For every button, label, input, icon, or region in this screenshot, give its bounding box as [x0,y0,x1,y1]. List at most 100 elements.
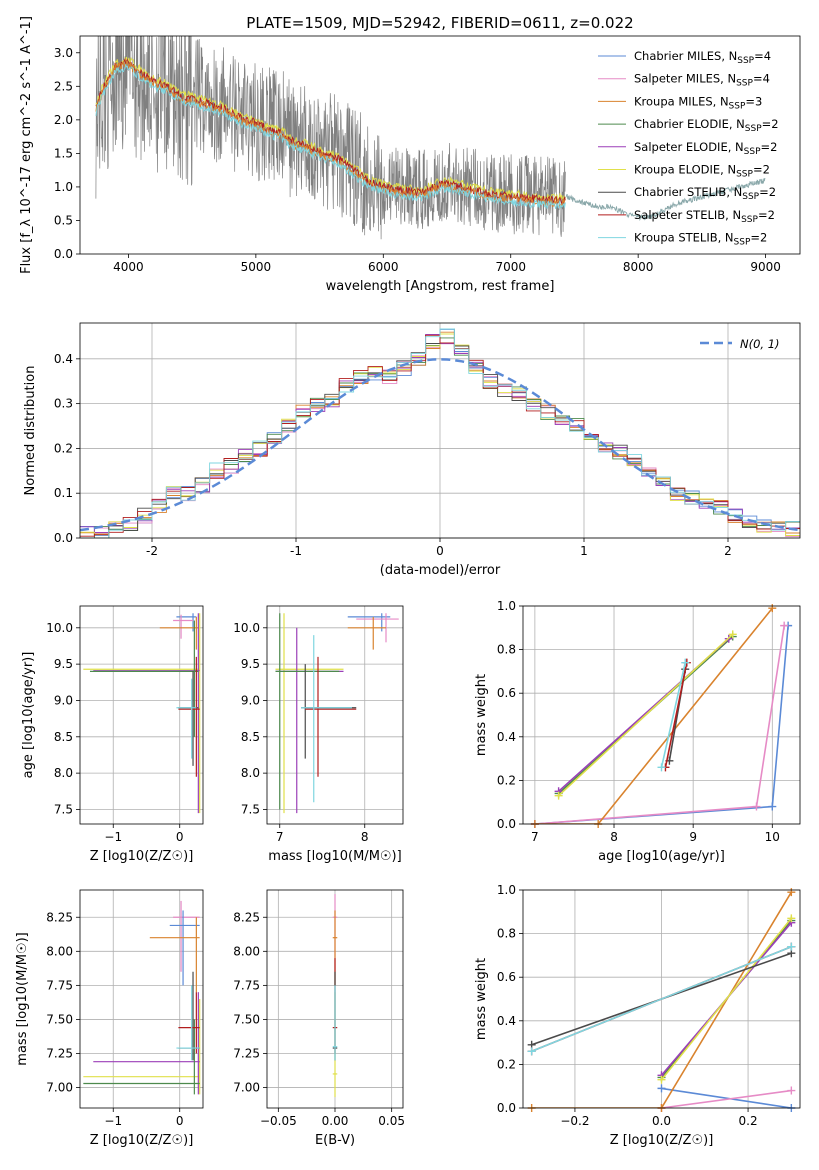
y-tick-label: 0.0 [54,247,73,261]
x-tick-label: 5000 [241,260,272,274]
legend-entry: Chabrier STELIB, NSSP=2 [634,185,776,202]
y-tick-label: 0.6 [497,970,516,984]
y-tick-label: 0.8 [497,643,516,657]
y-tick-label: 8.5 [54,730,73,744]
panel-weight-vs-Z: −0.2 0.0 0.2 0.0 0.2 0.4 0.6 0.8 1.0 Z [log10(Z/Z… [474,883,801,1148]
x-tick-label: 8 [361,830,369,844]
x-tick-label: 8000 [623,260,654,274]
legend-entry: Kroupa ELODIE, NSSP=2 [634,163,770,180]
series-kroupa-elodie [660,917,792,1081]
legend-entry: Salpeter ELODIE, NSSP=2 [634,140,777,157]
x-tick-label: −1 [104,1114,122,1128]
y-tick-label: 2.5 [54,79,73,93]
axes-frame [79,605,204,825]
axes-frame [79,889,204,1109]
legend-entry: Kroupa STELIB, NSSP=2 [634,231,767,248]
y-tick-label: 9.0 [54,693,73,707]
series-kroupa-elodie [558,633,734,797]
x-axis-label: age [log10(age/yr)] [598,849,725,864]
y-tick-label: 8.25 [233,910,260,924]
y-tick-label: 8.00 [46,944,73,958]
y-tick-label: 1.5 [54,146,73,160]
x-tick-label: 1 [580,544,588,558]
axes-frame [266,605,404,825]
data-point [787,914,796,923]
y-tick-label: 10.0 [46,621,73,635]
data-spectrum [95,36,566,240]
x-tick-label: −1 [104,830,122,844]
figure-title: PLATE=1509, MJD=52942, FIBERID=0611, z=0… [246,14,633,32]
x-tick-label: 0 [436,544,444,558]
x-axis-label: E(B-V) [315,1133,355,1148]
series-salpeter-miles [534,625,785,824]
y-tick-label: 8.25 [46,910,73,924]
legend-entry: N(0, 1) [740,337,780,351]
x-axis-label: wavelength [Angstrom, rest frame] [326,279,555,294]
y-tick-label: 0.2 [497,1057,516,1071]
axes-frame [522,889,801,1109]
y-tick-label: 7.25 [46,1047,73,1061]
series-chabrier-miles [661,1087,792,1108]
panel-mass-vs-Z: −1 0 7.00 7.25 7.50 7.75 8.00 8.25 Z [log10(Z/Z☉… [15,889,204,1148]
series-kroupa-stelib [660,662,686,768]
x-tick-label: 7000 [495,260,526,274]
x-tick-label: 0.05 [378,1114,405,1128]
y-tick-label: 0.2 [497,773,516,787]
model-line [95,64,566,209]
x-tick-label: 0 [176,1114,184,1128]
data-point [768,604,777,613]
y-tick-label: 0.8 [497,927,516,941]
legend-entry: Kroupa MILES, NSSP=3 [634,94,762,111]
y-tick-label: 8.00 [233,944,260,958]
model-line [95,57,566,205]
y-tick-label: 9.5 [241,657,260,671]
y-tick-label: 0.5 [54,213,73,227]
x-tick-label: 4000 [113,260,144,274]
x-axis-label: Z [log10(Z/Z☉)] [90,1133,194,1148]
y-tick-label: 0.4 [54,352,73,366]
data-point [787,888,796,897]
y-tick-label: 7.75 [233,978,260,992]
x-tick-label: 0 [176,830,184,844]
y-tick-label: 8.0 [54,766,73,780]
y-tick-label: 0.1 [54,486,73,500]
x-axis-label: (data-model)/error [380,563,501,578]
data-point [657,1084,666,1093]
x-tick-label: -1 [290,544,302,558]
series-kroupa-miles [534,607,773,824]
data-point [657,763,666,772]
x-tick-label: 7 [531,830,539,844]
axes-frame [79,322,801,539]
legend-entry: Chabrier MILES, NSSP=4 [634,49,771,66]
y-tick-label: 0.0 [54,531,73,545]
x-tick-label: 8 [610,830,618,844]
y-axis-label: mass weight [474,958,489,1040]
y-tick-label: 2.0 [54,113,73,127]
x-tick-label: 10 [765,830,780,844]
y-axis-label: mass weight [474,674,489,756]
x-axis-label: Z [log10(Z/Z☉)] [90,849,194,864]
y-tick-label: 1.0 [54,180,73,194]
data-point [787,1086,796,1095]
panel-age-vs-Z: −1 0 7.5 8.0 8.5 9.0 9.5 10.0 Z [log10(Z/Z☉)] age… [21,605,204,864]
y-tick-label: 0.4 [497,730,516,744]
data-point [554,791,563,800]
panel-residuals: -2 -1 0 1 2 0.0 0.1 0.2 0.3 0.4 (data-model)/error… [23,322,801,578]
y-axis-label: mass [log10(M/M☉)] [15,932,30,1065]
data-point [681,658,690,667]
y-tick-label: 8.0 [241,766,260,780]
y-tick-label: 7.50 [46,1012,73,1026]
legend-entry: Salpeter MILES, NSSP=4 [634,72,770,89]
x-tick-label: 9 [689,830,697,844]
y-tick-label: 0.4 [497,1014,516,1028]
y-tick-label: 10.0 [233,621,260,635]
data-point [768,802,777,811]
data-point [752,802,761,811]
y-tick-label: 8.5 [241,730,260,744]
x-tick-label: −0.05 [260,1114,297,1128]
panel-mass-vs-ebv: −0.05 0.00 0.05 7.00 7.25 7.50 7.75 8.00 8.25 E(B… [233,889,405,1148]
data-point [787,942,796,951]
y-axis-label: Normed distribution [23,366,38,496]
data-point [780,621,789,630]
